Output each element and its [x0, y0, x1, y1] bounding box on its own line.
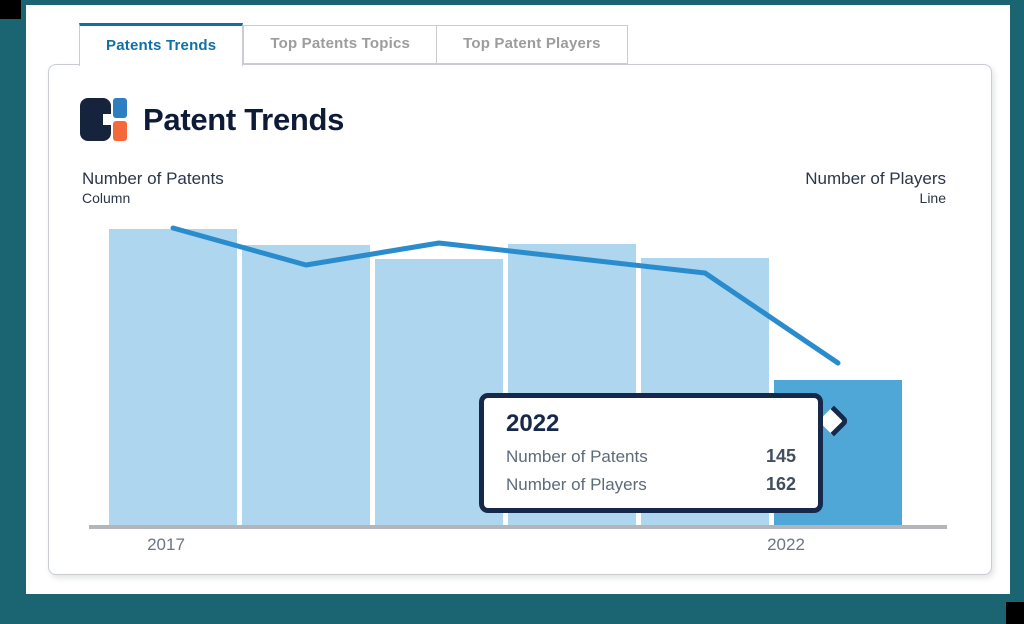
bar-2018[interactable]: [242, 245, 370, 525]
tab-bar: Patents Trends Top Patents Topics Top Pa…: [79, 23, 628, 66]
x-tick-label-2022: 2022: [767, 535, 805, 554]
right-axis-title: Number of Players: [805, 169, 946, 188]
tooltip-players-value: 162: [765, 474, 796, 494]
chart-tooltip: 2022 Number of Patents 145 Number of Pla…: [479, 393, 823, 513]
x-tick-label-2017: 2017: [147, 535, 185, 554]
corner-artifact-bottom-right: [1006, 602, 1024, 624]
frame-border-right: [1010, 0, 1024, 624]
tab-top-patents-topics[interactable]: Top Patents Topics: [243, 25, 438, 64]
tooltip-row-players: Number of Players 162: [506, 474, 796, 495]
frame-border-top: [0, 0, 1024, 5]
logo-notch: [103, 114, 111, 125]
tooltip-players-label: Number of Players: [506, 475, 647, 494]
tab-top-patent-players[interactable]: Top Patent Players: [436, 25, 628, 64]
tooltip-patents-label: Number of Patents: [506, 447, 648, 466]
bar-2017[interactable]: [109, 229, 237, 525]
cb-insights-logo-icon: [80, 98, 127, 141]
corner-artifact-top-left: [0, 0, 21, 19]
chart-card: Patent Trends Number of Patents Column N…: [48, 64, 992, 575]
frame-border-left: [0, 0, 26, 624]
left-axis-title: Number of Patents: [82, 169, 224, 188]
tooltip-title: 2022: [506, 410, 560, 437]
tooltip-patents-value: 145: [765, 446, 796, 466]
frame-border-bottom: [0, 594, 1024, 624]
tab-patents-trends[interactable]: Patents Trends: [79, 23, 244, 66]
logo-orange-square: [113, 121, 127, 141]
x-axis-line: [89, 525, 947, 529]
right-axis-label-group: Number of Players Line: [805, 169, 946, 206]
page-title: Patent Trends: [143, 101, 345, 137]
tooltip-row-patents: Number of Patents 145: [506, 446, 796, 467]
card-header: Patent Trends: [80, 98, 344, 141]
players-trend-line[interactable]: [89, 225, 947, 525]
right-axis-subtitle: Line: [919, 190, 946, 206]
logo-blue-square: [113, 98, 127, 118]
left-axis-label-group: Number of Patents Column: [82, 169, 224, 206]
left-axis-subtitle: Column: [82, 190, 131, 206]
